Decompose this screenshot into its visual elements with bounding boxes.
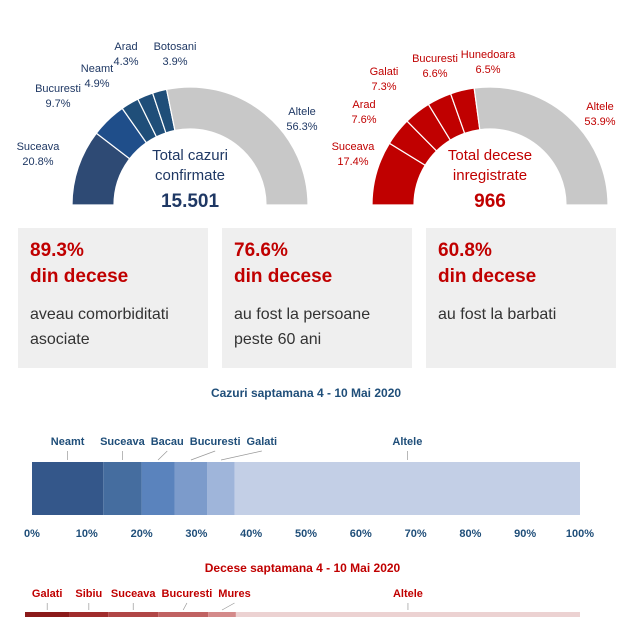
segment-label: Suceava [111, 588, 157, 600]
bar-segment [208, 612, 236, 617]
segment-value-label: 53.9% [584, 116, 615, 128]
segment-value-label: 6.5% [475, 64, 500, 76]
segment-label: Suceava [100, 436, 146, 448]
segment-label: Altele [392, 436, 422, 448]
segment-label: Bucuresti [190, 436, 241, 448]
stat-box: 60.8% din decese au fost la barbati [426, 228, 616, 368]
segment-label: Neamt [81, 63, 113, 75]
segment-value-label: 9.7% [45, 98, 70, 110]
segment-value-label: 4.9% [84, 78, 109, 90]
stat-subtitle: din decese [438, 266, 537, 287]
segment-label: Bacau [151, 436, 184, 448]
gauge-segment [473, 86, 609, 206]
segment-label: Bucuresti [412, 53, 458, 65]
segment-label: Mures [218, 588, 250, 600]
segment-label: Hunedoara [461, 49, 516, 61]
bar-segment [108, 612, 159, 617]
stat-text: au fost la barbati [438, 306, 557, 323]
segment-label: Arad [114, 41, 137, 53]
segment-label: Botosani [154, 41, 197, 53]
segment-label: Galati [32, 588, 63, 600]
leader-line [182, 602, 188, 611]
segment-value-label: 20.8% [22, 156, 53, 168]
segment-label: Suceava [17, 141, 61, 153]
x-tick-label: 60% [350, 528, 372, 540]
stat-text: aveau comorbiditati asociate [30, 306, 169, 348]
x-tick-label: 80% [459, 528, 481, 540]
x-tick-label: 70% [405, 528, 427, 540]
x-tick-label: 50% [295, 528, 317, 540]
bar-segment [69, 612, 109, 617]
bar-segment [141, 462, 175, 515]
center-text: Total cazuri [152, 147, 228, 164]
segment-value-label: 56.3% [286, 121, 317, 133]
stat-text: au fost la persoane peste 60 ani [234, 306, 371, 348]
bar-segment [207, 462, 235, 515]
stat-value: 89.3% [30, 240, 84, 261]
x-tick-label: 40% [240, 528, 262, 540]
center-text: inregistrate [453, 167, 527, 184]
segment-label: Altele [393, 588, 423, 600]
segment-label: Neamt [51, 436, 85, 448]
leader-line [220, 450, 262, 461]
x-tick-label: 100% [566, 528, 594, 540]
segment-value-label: 4.3% [113, 56, 138, 68]
stat-subtitle: din decese [234, 266, 333, 287]
segment-value-label: 17.4% [337, 156, 368, 168]
leader-line [221, 602, 235, 611]
segment-value-label: 6.6% [422, 68, 447, 80]
leader-line [190, 450, 216, 461]
x-tick-label: 30% [185, 528, 207, 540]
bar-segment [174, 462, 208, 515]
x-tick-label: 90% [514, 528, 536, 540]
segment-label: Arad [352, 99, 375, 111]
stat-box: 89.3% din decese aveau comorbiditati aso… [18, 228, 208, 368]
segment-label: Altele [288, 106, 316, 118]
x-tick-label: 10% [76, 528, 98, 540]
segment-label: Galati [247, 436, 278, 448]
chart-title: Decese saptamana 4 - 10 Mai 2020 [205, 561, 401, 575]
segment-value-label: 7.3% [371, 81, 396, 93]
bar-segment [234, 462, 580, 515]
stat-subtitle: din decese [30, 266, 129, 287]
stat-value: 76.6% [234, 240, 288, 261]
bar-segment [158, 612, 209, 617]
bar-segment [235, 612, 580, 617]
segment-label: Bucuresti [35, 83, 81, 95]
segment-value-label: 7.6% [351, 114, 376, 126]
center-text: confirmate [155, 167, 225, 184]
gauge-segment [165, 86, 309, 206]
bar-segment [32, 462, 104, 515]
segment-value-label: 3.9% [162, 56, 187, 68]
x-tick-label: 20% [131, 528, 153, 540]
segment-label: Bucuresti [162, 588, 213, 600]
segment-label: Sibiu [75, 588, 102, 600]
bar-segment [25, 612, 70, 617]
center-text: Total decese [448, 147, 532, 164]
center-total: 966 [474, 191, 506, 212]
segment-label: Altele [586, 101, 614, 113]
leader-line [157, 450, 168, 461]
x-tick-label: 0% [24, 528, 40, 540]
segment-label: Galati [370, 66, 399, 78]
stat-box: 76.6% din decese au fost la persoane pes… [222, 228, 412, 368]
chart-title: Cazuri saptamana 4 - 10 Mai 2020 [211, 386, 401, 400]
segment-label: Suceava [332, 141, 376, 153]
stat-value: 60.8% [438, 240, 492, 261]
bar-segment [103, 462, 142, 515]
center-total: 15.501 [161, 191, 220, 212]
